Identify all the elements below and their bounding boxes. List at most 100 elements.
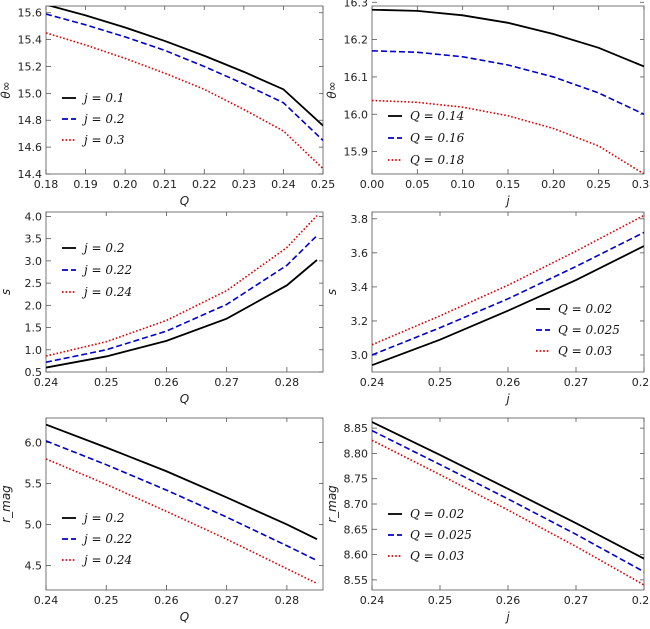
y-tick-label: 16.3 [344, 0, 369, 9]
x-tick-label: 0.25 [94, 594, 119, 607]
y-tick-label: 3.0 [25, 255, 43, 268]
x-tick-label: 0.28 [632, 594, 650, 607]
legend-entry: Q = 0.025 [410, 528, 472, 542]
legend-entry: Q = 0.14 [410, 109, 464, 123]
series-line-2 [46, 234, 318, 364]
y-axis-label: r_mag [325, 485, 339, 523]
x-tick-label: 0.18 [34, 178, 59, 191]
x-tick-label: 0.25 [94, 376, 119, 389]
x-tick-label: 0.25 [586, 178, 611, 191]
y-tick-label: 1.5 [25, 322, 43, 335]
legend-entry: j = 0.2 [81, 511, 125, 525]
y-tick-label: 15.0 [18, 87, 43, 100]
y-tick-label: 2.0 [25, 299, 43, 312]
legend-entry: j = 0.2 [81, 112, 125, 126]
x-tick-label: 0.27 [564, 594, 589, 607]
legend-entry: Q = 0.18 [410, 153, 465, 167]
y-tick-label: 2.5 [25, 277, 43, 290]
legend-entry: j = 0.1 [81, 91, 125, 105]
y-tick-label: 5.0 [25, 518, 43, 531]
x-axis-label: Q [180, 194, 189, 208]
y-tick-label: 15.6 [18, 7, 43, 20]
legend-entry: Q = 0.02 [558, 302, 612, 316]
legend: j = 0.2 j = 0.22 j = 0.24 [62, 241, 132, 299]
y-tick-label: 14.4 [18, 168, 43, 181]
legend: Q = 0.14 Q = 0.16 Q = 0.18 [388, 109, 465, 167]
series-line-2 [372, 50, 644, 115]
y-tick-label: 8.80 [344, 447, 369, 460]
x-tick-label: 0.21 [152, 178, 177, 191]
chart-panel-6: 0.24 0.25 0.26 0.27 0.28 8.55 8.60 8.65 8.70 8.75… [325, 417, 650, 624]
y-tick-label: 8.60 [344, 549, 369, 562]
legend-entry: j = 0.22 [81, 263, 132, 277]
y-tick-label: 8.65 [344, 523, 369, 536]
legend: Q = 0.02 Q = 0.025 Q = 0.03 [536, 302, 620, 358]
legend: Q = 0.02 Q = 0.025 Q = 0.03 [388, 507, 472, 563]
x-axis-label: Q [180, 610, 189, 624]
series-line-1 [372, 8, 644, 68]
x-tick-label: 0.23 [232, 178, 257, 191]
legend-entry: Q = 0.02 [410, 507, 464, 521]
y-tick-label: 4.5 [25, 559, 43, 572]
y-tick-label: 14.8 [18, 114, 43, 127]
x-tick-label: 0.28 [275, 594, 300, 607]
y-tick-label: 15.9 [344, 146, 369, 159]
series-line-3 [372, 439, 644, 586]
plot-frame [45, 417, 324, 591]
legend-entry: Q = 0.03 [558, 344, 613, 358]
chart-panel-3: 0.24 0.25 0.26 0.27 0.28 0.5 1.0 1.5 2.0 2.5 3.0 3.… [0, 210, 324, 406]
x-tick-label: 0.20 [113, 178, 138, 191]
x-tick-label: 0.26 [154, 594, 179, 607]
legend-entry: j = 0.2 [81, 241, 125, 255]
series-line-3 [46, 32, 323, 170]
x-tick-label: 0.27 [214, 376, 239, 389]
x-axis-label: j [504, 610, 510, 624]
y-tick-label: 1.0 [25, 344, 43, 357]
x-tick-label: 0.22 [192, 178, 217, 191]
y-tick-label: 8.55 [344, 574, 369, 587]
y-tick-label: 3.4 [351, 281, 369, 294]
x-tick-label: 0.24 [360, 376, 385, 389]
series-line-2 [46, 13, 323, 141]
x-axis-label: j [504, 392, 510, 406]
x-tick-label: 0.30 [632, 178, 650, 191]
y-tick-label: 14.6 [18, 141, 43, 154]
plot-frame [45, 211, 324, 373]
chart-panel-5: 0.24 0.25 0.26 0.27 0.28 4.5 5.0 5.5 6.0 Qr_mag j … [0, 417, 324, 624]
series-line-3 [372, 99, 644, 174]
y-tick-label: 8.75 [344, 473, 369, 486]
chart-panel-1: 0.18 0.19 0.20 0.21 0.22 0.23 0.24 0.25 14.4 14.6… [0, 5, 335, 208]
legend-entry: j = 0.24 [81, 553, 132, 567]
x-tick-label: 0.20 [541, 178, 566, 191]
y-tick-label: 8.70 [344, 498, 369, 511]
x-tick-label: 0.25 [311, 178, 336, 191]
x-tick-label: 0.26 [154, 376, 179, 389]
series-line-1 [372, 421, 644, 560]
x-tick-label: 0.15 [496, 178, 521, 191]
chart-panel-4: 0.24 0.25 0.26 0.27 0.28 3.0 3.2 3.4 3.6 3.8 j s Q =… [325, 211, 650, 406]
y-tick-label: 3.8 [351, 213, 369, 226]
legend: j = 0.1 j = 0.2 j = 0.3 [62, 91, 125, 147]
x-tick-label: 0.24 [34, 376, 59, 389]
y-tick-label: 3.0 [351, 349, 369, 362]
legend-entry: j = 0.24 [81, 285, 132, 299]
legend: j = 0.2 j = 0.22 j = 0.24 [62, 511, 132, 567]
y-tick-label: 4.0 [25, 210, 43, 223]
y-tick-label: 15.2 [18, 60, 43, 73]
x-tick-label: 0.26 [496, 594, 521, 607]
legend-entry: Q = 0.16 [410, 131, 465, 145]
legend-entry: j = 0.22 [81, 532, 132, 546]
x-tick-label: 0.28 [632, 376, 650, 389]
plot-frame [45, 5, 324, 175]
x-tick-label: 0.26 [496, 376, 521, 389]
legend-entry: Q = 0.025 [558, 323, 620, 337]
x-tick-label: 0.25 [428, 376, 453, 389]
series-line-1 [46, 259, 318, 369]
series-line-2 [372, 231, 644, 356]
y-tick-label: 6.0 [25, 437, 43, 450]
y-tick-label: 16.0 [344, 108, 369, 121]
x-tick-label: 0.19 [73, 178, 98, 191]
x-axis-label: j [504, 194, 510, 208]
series-line-3 [46, 215, 318, 357]
y-axis-label: s [0, 289, 13, 295]
